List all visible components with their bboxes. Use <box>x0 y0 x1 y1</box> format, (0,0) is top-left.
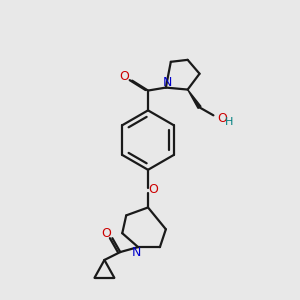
Polygon shape <box>188 90 201 108</box>
Text: N: N <box>131 245 141 259</box>
Text: H: H <box>225 117 233 127</box>
Text: N: N <box>163 76 172 89</box>
Text: O: O <box>119 70 129 83</box>
Text: O: O <box>148 183 158 196</box>
Text: O: O <box>101 227 111 240</box>
Text: O: O <box>218 112 227 125</box>
